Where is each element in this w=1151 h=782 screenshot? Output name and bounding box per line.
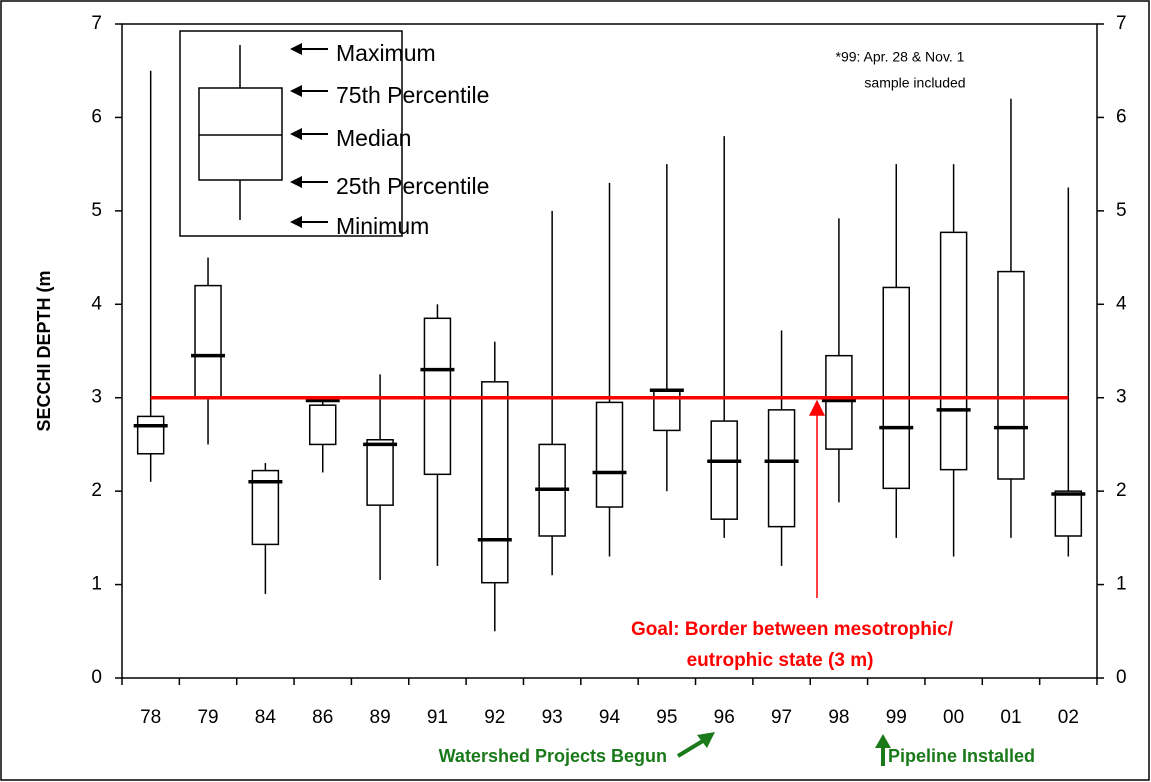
annotation-arrow: [697, 732, 715, 748]
x-tick-label: 86: [312, 707, 333, 728]
plot-area: [121, 23, 1098, 679]
y2-tick-label: 2: [1116, 480, 1127, 501]
box: [366, 439, 394, 506]
legend-arrow: [290, 128, 302, 140]
x-tick-label: 96: [714, 707, 735, 728]
note: sample included: [864, 75, 965, 91]
legend: [179, 30, 403, 237]
legend-arrow: [290, 43, 302, 55]
box: [481, 381, 509, 584]
legend-label: Median: [336, 125, 411, 151]
x-tick-label: 94: [599, 707, 621, 728]
x-tick-label: 98: [828, 707, 849, 728]
y-tick-label: 4: [91, 293, 102, 314]
legend-glyph: [198, 45, 283, 220]
legend-arrow: [290, 85, 302, 97]
x-tick-label: 89: [370, 707, 391, 728]
x-tick-label: 93: [542, 707, 563, 728]
x-tick-label: 79: [197, 707, 218, 728]
box: [710, 420, 738, 520]
legend-label: 75th Percentile: [336, 82, 489, 108]
legend-arrow: [290, 176, 302, 188]
y-axis-label: SECCHI DEPTH (m: [34, 270, 54, 431]
x-tick-label: 02: [1058, 707, 1079, 728]
box: [825, 354, 853, 450]
x-tick-label: 97: [771, 707, 792, 728]
x-tick-label: 91: [427, 707, 448, 728]
legend-label: 25th Percentile: [336, 173, 489, 199]
y2-tick-label: 5: [1116, 200, 1127, 221]
x-tick-label: 00: [943, 707, 964, 728]
x-tick-label: 99: [886, 707, 907, 728]
annotation: Pipeline Installed: [888, 746, 1035, 766]
y2-tick-label: 7: [1116, 13, 1127, 34]
goal-arrow: [809, 399, 825, 416]
box: [308, 404, 337, 446]
y-tick-label: 5: [91, 200, 102, 221]
y2-tick-label: 1: [1116, 574, 1127, 595]
box: [595, 401, 624, 508]
x-tick-label: 78: [140, 707, 161, 728]
box: [194, 284, 222, 399]
box: [767, 409, 796, 528]
y2-tick-label: 4: [1116, 293, 1127, 314]
y-tick-label: 3: [91, 387, 102, 408]
annotation: Watershed Projects Begun: [439, 746, 667, 766]
goal-label: Goal: Border between mesotrophic/: [631, 619, 954, 640]
x-tick-label: 95: [656, 707, 677, 728]
box: [136, 415, 165, 455]
y2-tick-label: 3: [1116, 387, 1127, 408]
y-tick-label: 6: [91, 106, 102, 127]
y2-tick-label: 6: [1116, 106, 1127, 127]
box: [882, 286, 911, 490]
y-tick-label: 0: [91, 667, 102, 688]
x-tick-label: 84: [255, 707, 277, 728]
x-tick-label: 92: [484, 707, 505, 728]
y2-tick-label: 0: [1116, 667, 1127, 688]
legend-label: Minimum: [336, 213, 429, 239]
y-tick-label: 1: [91, 574, 102, 595]
legend-label: Maximum: [336, 40, 436, 66]
box: [997, 270, 1025, 480]
legend-arrow: [290, 216, 302, 228]
x-tick-label: 01: [1000, 707, 1021, 728]
annotation-arrow: [875, 734, 891, 748]
y-tick-label: 2: [91, 480, 102, 501]
box: [939, 231, 968, 471]
goal-label: eutrophic state (3 m): [687, 650, 874, 671]
note: *99: Apr. 28 & Nov. 1: [836, 49, 965, 65]
y-tick-label: 7: [91, 13, 102, 34]
box: [1054, 490, 1083, 537]
annotation-arrow: [676, 737, 708, 758]
